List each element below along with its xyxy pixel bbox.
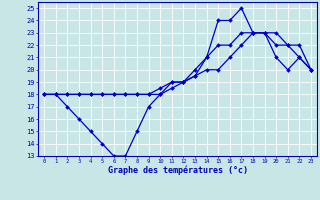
- X-axis label: Graphe des températures (°c): Graphe des températures (°c): [108, 166, 248, 175]
